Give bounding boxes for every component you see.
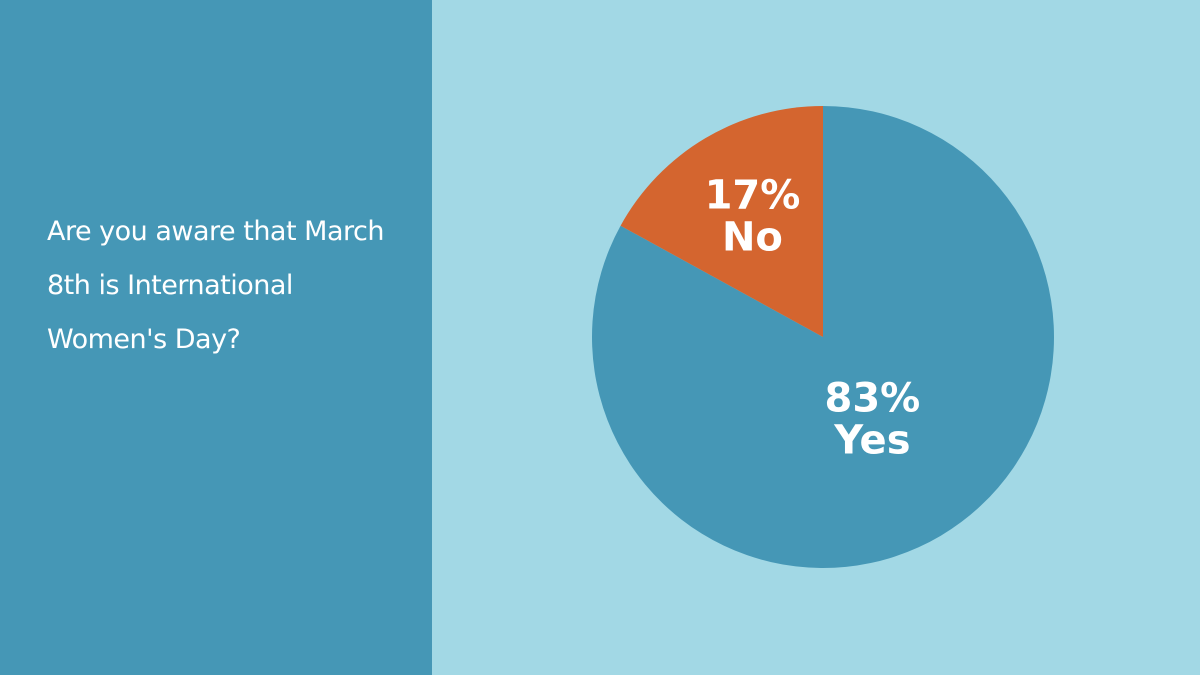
side-panel: Are you aware that March 8th is Internat… <box>0 0 432 675</box>
pie-slice <box>620 106 823 337</box>
category-label: Yes <box>833 418 910 464</box>
category-label: No <box>722 215 783 261</box>
chart-title: Are you aware that March 8th is Internat… <box>47 216 384 355</box>
value-label: 83% <box>825 376 921 422</box>
value-label: 17% <box>705 173 801 219</box>
